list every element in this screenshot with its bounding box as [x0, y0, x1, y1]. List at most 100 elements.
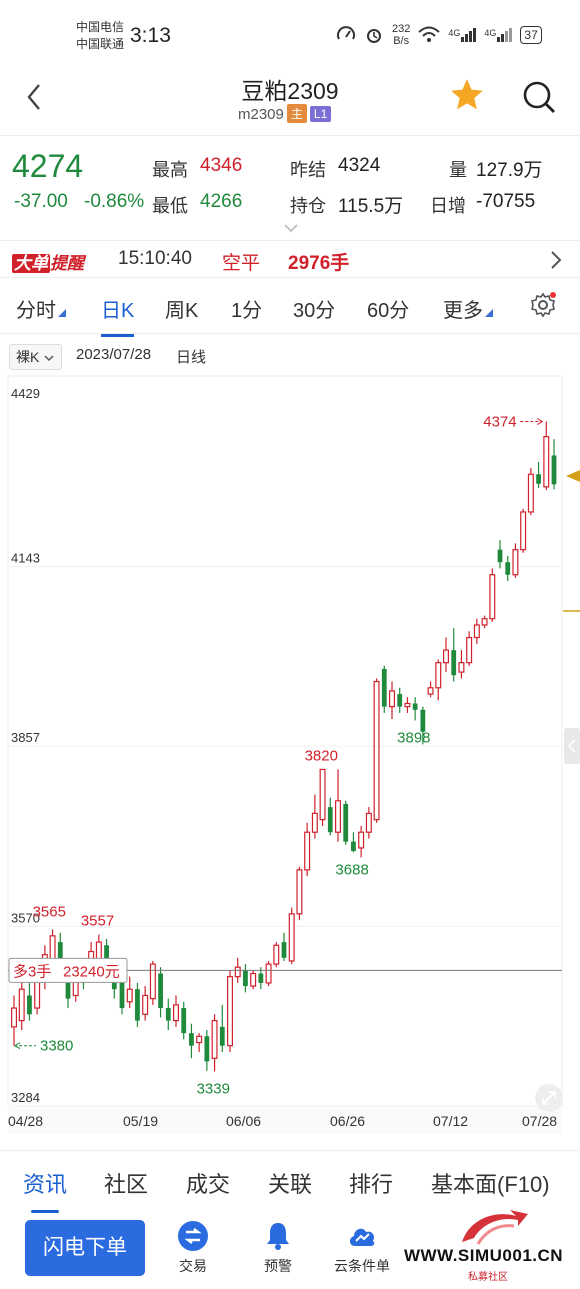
tab-news-label: 资讯: [23, 1172, 68, 1197]
alarm-icon: [367, 29, 381, 43]
candle-body-down: [165, 1008, 171, 1021]
candle-body-down: [381, 668, 387, 707]
expand-chevron-icon[interactable]: [283, 223, 299, 233]
chart-controls: 裸K 2023/07/28 日线: [0, 342, 580, 370]
candle-body-up: [173, 1004, 179, 1022]
page-title: 豆粕2309: [241, 78, 339, 104]
trade-label: 交易: [179, 1258, 207, 1274]
low-3898-label: 3898: [397, 729, 430, 746]
candle-body-up: [304, 831, 311, 871]
high-3820-label: 3820: [305, 747, 338, 764]
candle-body-up: [234, 966, 241, 978]
kline-chart[interactable]: 4429 4143 3857 3570 3284 多3手 23240元 4374 3565 355…: [0, 370, 580, 1150]
bottom-toolbar: 闪电下单 交易 预警 云条件单 WWW.SIMU001.CN 私募社区: [0, 1208, 580, 1289]
chart-period: 日线: [176, 349, 207, 366]
high-value: 4346: [200, 155, 243, 176]
net-speed: 232 B/s: [392, 23, 410, 47]
tab-weekly-k[interactable]: 周K: [165, 300, 199, 322]
high-label: 最高: [152, 160, 188, 180]
signal-2-icon: 4G: [484, 28, 513, 42]
candle-body-up: [527, 473, 534, 513]
candle-body-up: [458, 662, 465, 673]
tab-related[interactable]: 关联: [268, 1172, 313, 1197]
flash-order-button[interactable]: 闪电下单: [25, 1220, 145, 1276]
tab-daily-k-label: 日K: [101, 300, 135, 322]
signal-2-label: 4G: [484, 28, 497, 38]
price-change: -37.00: [14, 191, 68, 212]
active-tab-underline: [101, 334, 135, 337]
trade-button[interactable]: 交易: [158, 1220, 228, 1276]
candle-body-up: [142, 994, 149, 1015]
price-change-pct: -0.86%: [84, 191, 145, 212]
candle-body-up: [473, 624, 480, 639]
gear-icon[interactable]: [530, 292, 556, 318]
candle-body-up: [358, 831, 365, 849]
candle-body-up: [319, 768, 326, 821]
x-tick-label: 04/28: [8, 1113, 43, 1129]
tab-1min[interactable]: 1分: [231, 300, 263, 322]
kline-mode-select[interactable]: 裸K: [9, 344, 63, 370]
candle-body-down: [27, 995, 32, 1015]
period-tabs: 分时 日K 周K 1分 30分 60分 更多: [0, 278, 580, 337]
star-icon[interactable]: [448, 76, 486, 114]
position-label-box: [8, 957, 128, 983]
net-speed-unit: B/s: [393, 35, 410, 47]
tab-community[interactable]: 社区: [104, 1172, 149, 1197]
max-price-label: 4374: [483, 414, 516, 431]
y-tick-label: 4143: [11, 551, 40, 566]
candle-body-up: [365, 812, 372, 833]
candle-body-up: [512, 549, 519, 576]
prev-close-label: 昨结: [290, 160, 326, 180]
contract-code: m2309 主 L1: [238, 104, 332, 123]
x-axis-band: [8, 1106, 562, 1134]
candle-body-up: [373, 680, 380, 821]
candle-body-down: [420, 709, 426, 732]
dropdown-triangle-icon: [58, 309, 66, 317]
candle-body-up: [250, 972, 257, 987]
candle-body-down: [243, 970, 248, 987]
candle-body-up: [227, 976, 233, 1047]
cloud-order-button[interactable]: 云条件单: [327, 1220, 397, 1276]
tab-ranking[interactable]: 排行: [349, 1172, 394, 1197]
prev-close-value: 4324: [338, 155, 381, 176]
cloud-order-label: 云条件单: [334, 1258, 390, 1274]
quote-panel: 4274 -37.00 -0.86% 最高 4346 最低 4266 昨结 43…: [0, 136, 580, 240]
title-bar: 豆粕2309 m2309 主 L1: [0, 62, 580, 136]
back-icon[interactable]: [22, 80, 46, 114]
candle-body-up: [311, 812, 318, 833]
candle-body-up: [11, 1007, 17, 1028]
alert-button[interactable]: 预警: [243, 1220, 313, 1276]
low-3339-label: 3339: [197, 1080, 230, 1097]
kline-svg[interactable]: 4429 4143 3857 3570 3284 多3手 23240元 4374 3565 355…: [0, 370, 580, 1150]
main-contract-tag: 主: [286, 104, 307, 123]
candle-body-up: [126, 988, 133, 1003]
candle-body-down: [281, 942, 287, 958]
price-pointer-icon: [566, 470, 580, 482]
tab-trades[interactable]: 成交: [186, 1172, 231, 1197]
side-panel-handle: [564, 728, 580, 764]
big-order-alert[interactable]: 大单 提醒 15:10:40 空平 2976手: [0, 240, 580, 278]
chevron-right-icon[interactable]: [548, 249, 564, 271]
chart-frame: [7, 375, 563, 1107]
info-tabs: 资讯 社区 成交 关联 排行 基本面(F10): [0, 1150, 580, 1213]
candle-body-up: [18, 988, 25, 1022]
tab-fundamentals[interactable]: 基本面(F10): [431, 1172, 550, 1197]
tab-60min[interactable]: 60分: [367, 300, 410, 322]
position-value-label: 23240元: [63, 963, 120, 980]
trade-icon: [178, 1221, 208, 1251]
candle-body-down: [181, 1008, 187, 1034]
big-order-badge: 大单 提醒: [12, 249, 84, 274]
candle-body-down: [505, 562, 511, 575]
search-icon[interactable]: [520, 78, 558, 116]
tab-more[interactable]: 更多: [443, 294, 493, 323]
battery-icon: 37: [520, 26, 542, 44]
tab-news[interactable]: 资讯: [23, 1167, 68, 1213]
tab-daily-k[interactable]: 日K: [101, 294, 135, 337]
candle-body-down: [258, 973, 264, 983]
tab-30min[interactable]: 30分: [293, 300, 336, 322]
x-tick-label: 06/06: [226, 1113, 261, 1129]
last-price: 4274: [12, 148, 84, 184]
chevron-down-icon: [44, 355, 54, 362]
candle-body-down: [119, 982, 125, 1009]
tab-intraday[interactable]: 分时: [16, 294, 66, 323]
